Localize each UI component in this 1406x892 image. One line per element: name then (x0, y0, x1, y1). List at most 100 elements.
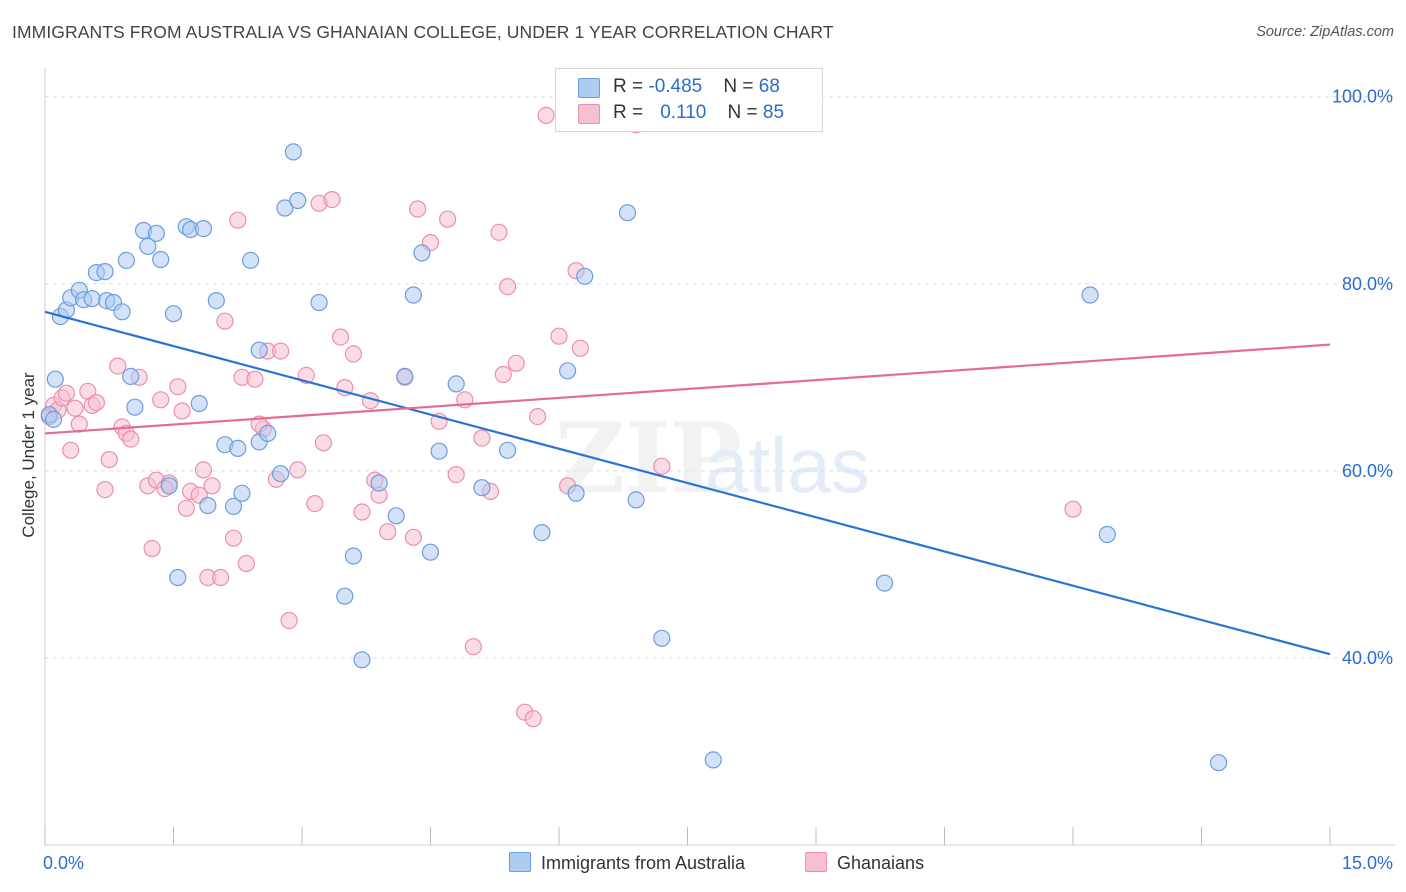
data-point-australia (250, 341, 268, 359)
chart-title: IMMIGRANTS FROM AUSTRALIA VS GHANAIAN CO… (12, 22, 834, 42)
data-point-australia (627, 491, 645, 509)
data-point-australia (233, 484, 251, 502)
data-point-australia (169, 568, 187, 587)
data-point-australia (430, 442, 448, 460)
data-point-ghanaian (404, 528, 422, 546)
data-point-ghanaian (237, 554, 255, 573)
data-point-ghanaian (212, 568, 230, 587)
legend-n-label: N = (723, 76, 759, 97)
data-point-ghanaian (173, 402, 191, 420)
bottom-legend-label-ghanaians: Ghanaians (837, 853, 925, 873)
data-point-australia (139, 237, 157, 255)
data-point-australia (117, 251, 136, 269)
data-point-ghanaian (323, 191, 341, 209)
data-point-australia (126, 398, 144, 416)
data-point-australia (83, 290, 101, 308)
data-point-ghanaian (66, 399, 84, 417)
correlation-legend: R = -0.485 N = 68 R = 0.110 N = 85 (555, 68, 823, 132)
data-point-ghanaian (537, 106, 555, 125)
data-point-australia (289, 191, 307, 210)
bottom-legend-australia: Immigrants from Australia (509, 852, 745, 874)
data-point-australia (558, 362, 577, 380)
data-point-australia (229, 439, 247, 457)
data-point-ghanaian (332, 328, 350, 346)
legend-r-label: R = (613, 102, 649, 123)
y-axis-label: College, Under 1 year (19, 372, 38, 538)
data-point-ghanaian (229, 211, 247, 229)
data-point-ghanaian (306, 495, 324, 513)
data-point-australia (160, 477, 178, 495)
data-point-ghanaian (447, 466, 465, 484)
trend-line-ghanaians (44, 343, 1331, 435)
data-point-australia (353, 651, 371, 669)
data-point-ghanaian (494, 365, 512, 384)
data-point-ghanaian (653, 457, 671, 475)
x-tick-label: 15.0% (1342, 853, 1393, 873)
legend-n-value: 68 (758, 76, 780, 97)
data-point-australia (618, 204, 637, 222)
data-point-ghanaian (314, 434, 332, 452)
data-point-ghanaian (152, 391, 170, 409)
data-point-ghanaian (194, 461, 213, 479)
trend-line-australia (44, 310, 1331, 656)
data-point-ghanaian (246, 370, 264, 388)
data-point-ghanaian (169, 378, 187, 396)
data-point-ghanaian (507, 354, 525, 372)
data-point-australia (147, 224, 165, 242)
data-point-ghanaian (203, 477, 221, 495)
data-point-australia (653, 629, 671, 647)
data-point-ghanaian (122, 430, 140, 448)
data-point-australia (44, 410, 63, 428)
data-point-ghanaian (1064, 500, 1082, 518)
data-point-ghanaian (96, 481, 114, 499)
data-point-ghanaian (216, 312, 234, 330)
data-point-australia (199, 496, 217, 515)
data-point-australia (96, 263, 114, 281)
data-point-ghanaian (272, 342, 290, 360)
legend-r-value: -0.485 (648, 76, 703, 97)
data-point-australia (704, 751, 722, 769)
data-point-ghanaian (143, 539, 161, 558)
data-point-ghanaian (87, 394, 106, 412)
data-point-ghanaian (490, 223, 508, 241)
data-point-australia (259, 424, 277, 442)
bottom-legend-label-australia: Immigrants from Australia (541, 853, 746, 873)
legend-n-label: N = (727, 102, 763, 123)
watermark: ZIP atlas (555, 402, 870, 515)
data-point-ghanaian (550, 327, 568, 345)
data-point-australia (224, 497, 243, 515)
data-point-ghanaian (473, 429, 491, 447)
data-point-ghanaian (109, 357, 127, 375)
data-point-australia (1098, 525, 1116, 544)
data-point-ghanaian (353, 503, 371, 521)
data-point-australia (190, 394, 208, 413)
data-point-australia (567, 484, 585, 502)
data-point-australia (396, 367, 414, 385)
data-point-ghanaian (464, 638, 482, 656)
data-point-australia (284, 143, 302, 161)
y-tick-label: 40.0% (1342, 648, 1393, 668)
data-point-ghanaian (524, 710, 542, 728)
data-point-australia (1209, 754, 1228, 772)
data-point-australia (875, 574, 894, 592)
data-point-australia (276, 199, 294, 217)
data-point-australia (344, 547, 362, 565)
tick-labels: 40.0% 60.0% 80.0% 100.0% 0.0% 15.0% (43, 87, 1393, 873)
data-point-ghanaian (499, 278, 517, 296)
data-point-australia (194, 220, 213, 238)
data-point-ghanaian (528, 408, 547, 426)
data-point-ghanaian (224, 529, 243, 547)
bottom-legend-ghanaians: Ghanaians (805, 852, 924, 874)
bottom-legend-swatch-blue (509, 852, 531, 872)
data-point-ghanaian (439, 210, 457, 228)
data-point-australia (46, 370, 64, 388)
data-point-australia (113, 303, 131, 321)
data-point-australia (152, 250, 170, 269)
data-point-australia (499, 441, 517, 459)
data-point-australia (404, 286, 422, 304)
data-point-australia (122, 367, 140, 385)
data-point-australia (336, 587, 354, 605)
data-point-australia (421, 543, 440, 561)
data-point-australia (576, 267, 594, 285)
data-point-ghanaian (57, 384, 76, 402)
